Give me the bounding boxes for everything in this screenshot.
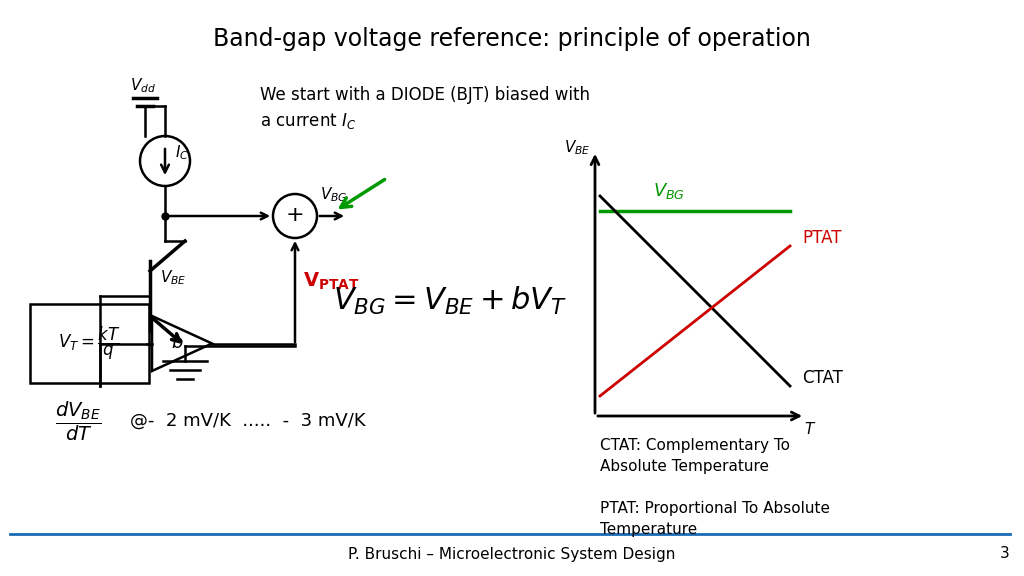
Text: $V_T = \dfrac{kT}{q}$: $V_T = \dfrac{kT}{q}$ xyxy=(58,325,121,362)
Text: Band-gap voltage reference: principle of operation: Band-gap voltage reference: principle of… xyxy=(213,27,811,51)
Text: $\mathbf{V_{PTAT}}$: $\mathbf{V_{PTAT}}$ xyxy=(303,270,359,291)
Text: $V_{BG}$: $V_{BG}$ xyxy=(653,181,685,201)
Text: CTAT: CTAT xyxy=(802,369,843,387)
Text: $I_C$: $I_C$ xyxy=(175,143,188,162)
Text: $V_{BE}$: $V_{BE}$ xyxy=(563,139,590,157)
Text: $T$: $T$ xyxy=(804,421,816,437)
Text: 3: 3 xyxy=(1000,547,1010,562)
Text: P. Bruschi – Microelectronic System Design: P. Bruschi – Microelectronic System Desi… xyxy=(348,547,676,562)
Text: @-  2 mV/K  .....  -  3 mV/K: @- 2 mV/K ..... - 3 mV/K xyxy=(130,412,366,430)
Text: $V_{BG} = V_{BE} + bV_T$: $V_{BG} = V_{BE} + bV_T$ xyxy=(333,285,567,317)
Text: a current $I_C$: a current $I_C$ xyxy=(260,111,356,131)
Text: $V_{BG}$: $V_{BG}$ xyxy=(319,185,347,204)
Text: $V_{BE}$: $V_{BE}$ xyxy=(160,268,186,287)
Text: We start with a DIODE (BJT) biased with: We start with a DIODE (BJT) biased with xyxy=(260,86,590,104)
Text: +: + xyxy=(286,205,304,225)
Text: PTAT: Proportional To Absolute
Temperature: PTAT: Proportional To Absolute Temperatu… xyxy=(600,501,830,537)
Text: $V_{dd}$: $V_{dd}$ xyxy=(130,77,156,96)
Text: CTAT: Complementary To
Absolute Temperature: CTAT: Complementary To Absolute Temperat… xyxy=(600,438,790,474)
FancyBboxPatch shape xyxy=(30,304,150,383)
Text: $b$: $b$ xyxy=(171,335,183,353)
Text: PTAT: PTAT xyxy=(802,229,842,247)
Text: $\dfrac{dV_{BE}}{dT}$: $\dfrac{dV_{BE}}{dT}$ xyxy=(55,399,101,443)
